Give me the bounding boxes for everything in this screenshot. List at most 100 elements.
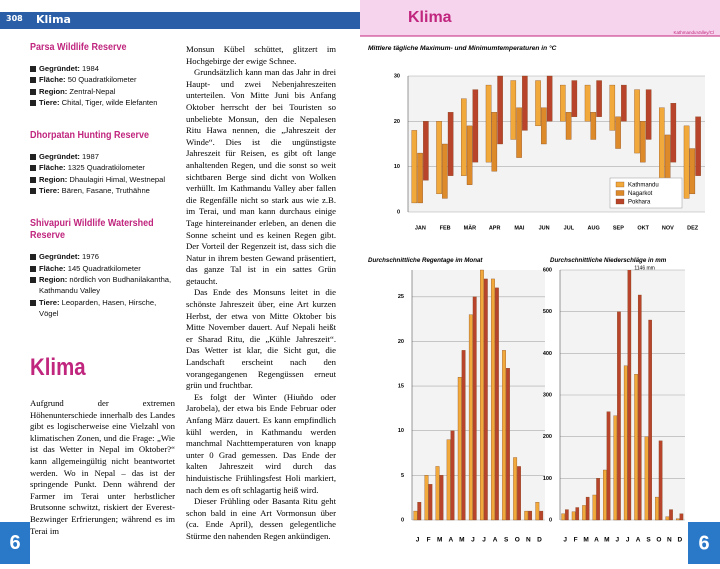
y-tick-label: 500 <box>543 309 552 315</box>
y-tick-label: 30 <box>394 73 400 79</box>
bullet <box>30 88 36 95</box>
range-bar <box>640 121 646 163</box>
fact: Gegründet: 1976 <box>30 251 175 262</box>
chart-title: Mittlere tägliche Maximum- und Minimumte… <box>368 44 557 52</box>
chart-title: Durchschnittliche Niederschläge in mm <box>550 257 667 264</box>
left-page: 308 Klima Parsa Wildlife Reserve Gegründe… <box>0 0 360 564</box>
bullet <box>30 165 36 172</box>
header-title: Klima <box>408 9 452 26</box>
bar <box>424 475 429 521</box>
range-bar <box>546 75 553 122</box>
bar <box>575 507 580 521</box>
x-tick-label: A <box>448 537 453 544</box>
x-tick-label: NOV <box>662 225 674 231</box>
range-bar <box>510 80 517 140</box>
fact-label: Tiere: <box>39 97 60 107</box>
bar <box>494 287 499 521</box>
y-tick-label: 0 <box>401 517 404 523</box>
page-number: 308 <box>6 14 23 23</box>
fact: Tiere: Chital, Tiger, wilde Elefanten <box>30 97 175 108</box>
x-tick-label: AUG <box>588 225 600 231</box>
bar <box>592 494 597 521</box>
x-tick-label: N <box>667 537 672 544</box>
range-bar <box>615 116 621 149</box>
bar <box>450 430 455 521</box>
bar <box>535 501 540 521</box>
bar <box>634 374 638 521</box>
intro-text: Aufgrund der extremen Höhenunterschiede … <box>30 398 175 536</box>
x-tick-label: J <box>471 537 475 544</box>
bar <box>603 469 607 521</box>
fact-label: Gegründet: <box>39 64 80 73</box>
legend-label: Nagarkot <box>628 191 653 197</box>
x-tick-label: DEZ <box>687 225 699 231</box>
y-tick-label: 5 <box>401 473 404 479</box>
annotation: 1146 mm <box>634 265 654 271</box>
range-bar <box>541 107 547 145</box>
bars <box>561 270 684 521</box>
header-band <box>360 0 720 36</box>
bars <box>411 75 701 204</box>
fact-label: Gegründet: <box>39 152 80 162</box>
x-tick-label: J <box>482 537 486 544</box>
y-tick-label: 25 <box>398 294 404 300</box>
bar <box>472 296 477 521</box>
fact-label: Fläche: <box>39 263 66 273</box>
fact-label: Region: <box>39 274 68 284</box>
range-bar <box>634 89 640 154</box>
y-tick-label: 20 <box>394 119 400 125</box>
bar <box>413 510 418 521</box>
bar <box>468 314 473 521</box>
x-tick-label: MÄR <box>464 224 477 231</box>
fact-value: 1325 Quadratkilometer <box>67 163 145 173</box>
bar <box>483 278 488 521</box>
range-bar <box>659 107 665 181</box>
range-bar <box>522 75 528 131</box>
range-bar <box>621 84 627 122</box>
chapter-tab <box>688 522 720 564</box>
bar <box>528 510 533 521</box>
x-tick-label: M <box>459 537 464 544</box>
fact-value: 1984 <box>82 64 99 73</box>
y-tick-label: 15 <box>398 384 404 390</box>
range-bar <box>689 148 696 195</box>
y-tick-label: 10 <box>398 428 404 434</box>
bar <box>506 368 510 521</box>
fact-value: Bären, Fasane, Truthähne <box>61 186 150 196</box>
header-title: Klima <box>36 13 71 26</box>
x-tick-label: S <box>646 537 651 544</box>
fact-label: Tiere: <box>39 297 60 307</box>
header-bar <box>0 12 360 29</box>
bars <box>413 269 544 521</box>
range-bar <box>609 84 616 131</box>
bullet <box>30 176 36 183</box>
paragraph: Dieser Frühling oder Basanta Ritu geht s… <box>186 496 336 541</box>
fact: Region: Zentral-Nepal <box>30 86 175 97</box>
legend-swatch <box>615 198 625 205</box>
y-tick-label: 300 <box>543 392 552 398</box>
bar <box>513 457 518 521</box>
fact: Fläche: 1325 Quadratkilometer <box>30 162 175 173</box>
x-tick-label: O <box>515 537 520 544</box>
range-bar <box>423 121 429 181</box>
bar <box>439 475 444 521</box>
x-tick-label: F <box>427 537 431 544</box>
bar <box>606 411 611 521</box>
range-bar <box>491 112 498 172</box>
range-bar <box>442 143 448 199</box>
y-tick-label: 0 <box>397 209 400 215</box>
x-tick-label: J <box>563 537 567 544</box>
bar <box>480 269 484 521</box>
reserve-name: Shivapuri Wildlife Watershed Reserve <box>30 218 154 242</box>
bar <box>446 439 451 521</box>
fact: Fläche: 145 Quadratkilometer <box>30 263 175 274</box>
x-tick-label: N <box>526 537 531 544</box>
bar <box>669 509 673 521</box>
x-tick-label: F <box>574 537 578 544</box>
x-tick-label: APR <box>489 225 501 231</box>
chapter-tab-number: 6 <box>698 532 709 554</box>
bar <box>524 510 529 521</box>
x-tick-label: FEB <box>440 225 451 231</box>
y-tick-label: 600 <box>543 267 552 273</box>
bar <box>565 509 569 521</box>
